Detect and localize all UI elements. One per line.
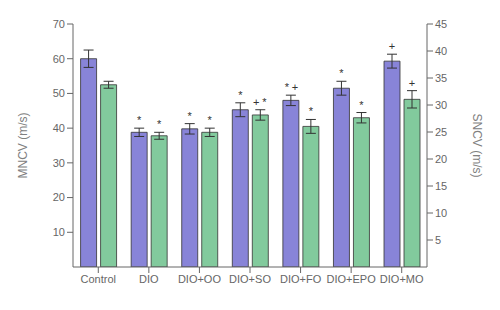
svg-text:*: * bbox=[339, 67, 344, 79]
svg-text:SNCV (m/s): SNCV (m/s) bbox=[470, 114, 484, 178]
svg-text:50: 50 bbox=[53, 87, 65, 99]
svg-text:35: 35 bbox=[435, 72, 447, 84]
svg-text:*: * bbox=[137, 114, 142, 126]
svg-text:*: * bbox=[262, 96, 267, 108]
svg-text:40: 40 bbox=[53, 122, 65, 134]
svg-text:DIO+FO: DIO+FO bbox=[280, 273, 322, 285]
svg-text:45: 45 bbox=[435, 18, 447, 30]
svg-text:DIO: DIO bbox=[139, 273, 159, 285]
svg-text:*: * bbox=[359, 99, 364, 111]
svg-text:*: * bbox=[309, 105, 314, 117]
svg-text:20: 20 bbox=[53, 191, 65, 203]
svg-text:10: 10 bbox=[435, 207, 447, 219]
svg-text:*: * bbox=[208, 114, 213, 126]
svg-text:+: + bbox=[253, 96, 259, 108]
svg-text:30: 30 bbox=[435, 99, 447, 111]
svg-text:DIO+MO: DIO+MO bbox=[380, 273, 424, 285]
svg-text:DIO+OO: DIO+OO bbox=[178, 273, 222, 285]
svg-text:15: 15 bbox=[435, 180, 447, 192]
svg-text:+: + bbox=[409, 77, 415, 89]
svg-text:Control: Control bbox=[81, 273, 116, 285]
svg-text:DIO+EPO: DIO+EPO bbox=[327, 273, 377, 285]
svg-text:+: + bbox=[292, 81, 298, 93]
svg-text:*: * bbox=[285, 81, 290, 93]
svg-text:*: * bbox=[188, 110, 193, 122]
svg-text:10: 10 bbox=[53, 226, 65, 238]
svg-text:DIO+SO: DIO+SO bbox=[229, 273, 271, 285]
svg-text:*: * bbox=[238, 89, 243, 101]
svg-text:60: 60 bbox=[53, 53, 65, 65]
svg-text:*: * bbox=[157, 118, 162, 130]
svg-text:5: 5 bbox=[435, 234, 441, 246]
svg-text:MNCV (m/s): MNCV (m/s) bbox=[16, 113, 30, 179]
svg-text:+: + bbox=[389, 40, 395, 52]
svg-text:25: 25 bbox=[435, 126, 447, 138]
svg-text:70: 70 bbox=[53, 18, 65, 30]
svg-text:30: 30 bbox=[53, 157, 65, 169]
svg-text:40: 40 bbox=[435, 45, 447, 57]
svg-text:20: 20 bbox=[435, 153, 447, 165]
